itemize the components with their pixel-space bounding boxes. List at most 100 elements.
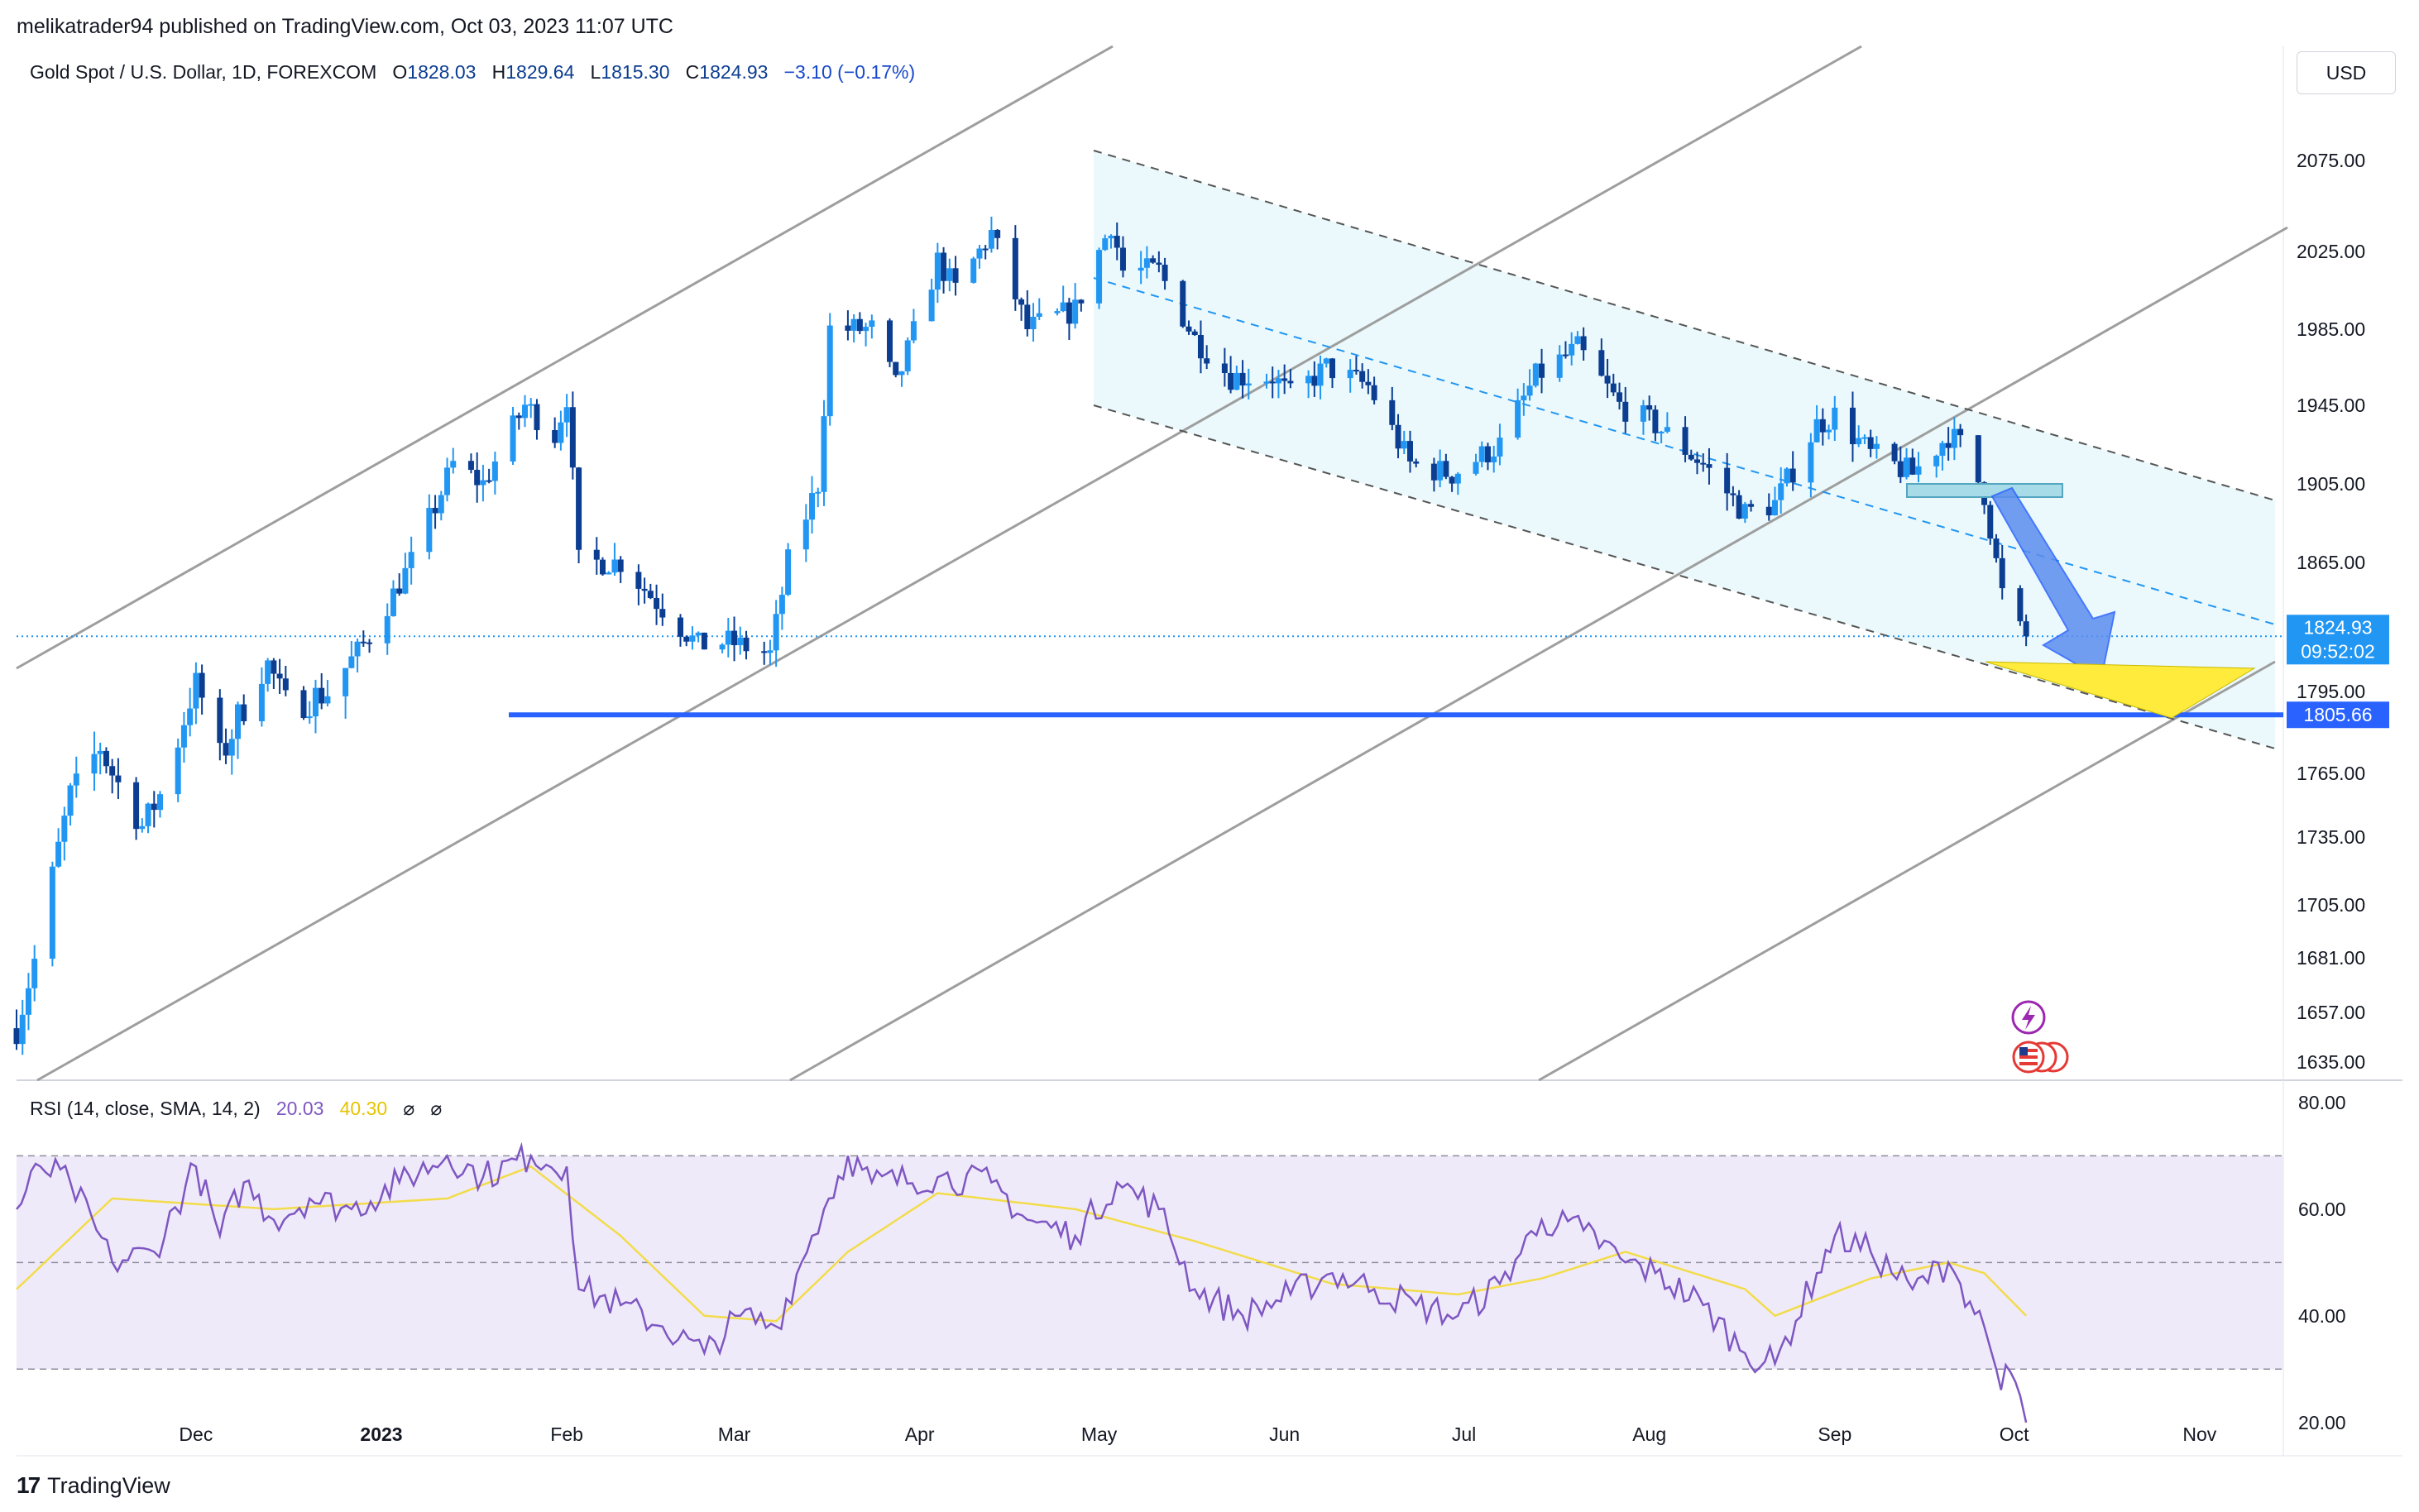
- price-tick-label: 1905.00: [2297, 473, 2365, 495]
- candle: [1784, 467, 1790, 487]
- candle: [1323, 357, 1329, 368]
- ascending-channel-line: [36, 45, 1862, 1082]
- time-axis[interactable]: Dec 2023 Feb Mar Apr May Jun Jul Aug Sep Oct Nov: [179, 1423, 2216, 1445]
- us-flag-icon[interactable]: [2012, 1041, 2069, 1074]
- candle: [988, 216, 994, 253]
- candle: [1706, 447, 1712, 485]
- candle: [856, 312, 863, 335]
- candle: [826, 313, 833, 426]
- time-tick-label: Dec: [179, 1423, 213, 1445]
- candle: [1778, 467, 1784, 514]
- candle: [1030, 303, 1037, 342]
- candle: [1580, 327, 1587, 361]
- candle: [1305, 370, 1312, 399]
- candle: [223, 728, 229, 764]
- candle: [1329, 357, 1336, 389]
- candle: [1281, 364, 1288, 395]
- candle: [1228, 356, 1234, 394]
- candle: [1239, 360, 1246, 399]
- price-tick-label: 1945.00: [2297, 395, 2365, 416]
- candle: [31, 945, 38, 1002]
- candle: [438, 490, 444, 521]
- candle: [312, 679, 319, 734]
- candle: [354, 638, 361, 672]
- candle: [1359, 363, 1366, 389]
- candle: [1437, 449, 1444, 488]
- candle: [659, 593, 666, 626]
- candle: [976, 245, 983, 269]
- change-value: −3.10 (−0.17%): [783, 61, 916, 83]
- candle: [647, 583, 654, 600]
- time-tick-label: Sep: [1818, 1423, 1851, 1445]
- target-zone[interactable]: [1985, 661, 2256, 719]
- candle: [450, 447, 457, 474]
- lightning-icon[interactable]: [2011, 1000, 2046, 1035]
- candle: [432, 495, 438, 529]
- symbol-name[interactable]: Gold Spot / U.S. Dollar, 1D, FOREXCOM: [30, 61, 377, 83]
- descending-channel-upper: [1093, 150, 2276, 501]
- candle: [731, 616, 738, 662]
- candle: [1156, 251, 1162, 273]
- candle: [941, 246, 947, 294]
- candle: [2017, 585, 2024, 626]
- candle: [1317, 355, 1324, 400]
- candle: [1532, 362, 1539, 388]
- rsi-legend[interactable]: RSI (14, close, SMA, 14, 2) 20.03 40.30 …: [30, 1098, 442, 1120]
- brand-logo[interactable]: 17 TradingView: [17, 1472, 170, 1499]
- candle: [1915, 452, 1922, 483]
- candle: [683, 635, 690, 647]
- candle: [276, 658, 283, 695]
- price-tick-label: 1735.00: [2297, 826, 2365, 848]
- candles[interactable]: [13, 216, 2029, 1055]
- candle: [486, 468, 492, 484]
- candle: [850, 313, 857, 343]
- price-tick-label: 1795.00: [2297, 681, 2365, 702]
- candle: [1102, 234, 1109, 251]
- price-axis[interactable]: 2075.00 2025.00 1985.00 1945.00 1905.00 1865.…: [2297, 150, 2365, 1073]
- candle: [228, 729, 235, 775]
- candle: [1401, 430, 1407, 455]
- candle: [1873, 436, 1880, 459]
- candle: [1736, 490, 1742, 519]
- candle: [1617, 382, 1623, 410]
- candle: [133, 777, 140, 840]
- candle: [1951, 417, 1957, 461]
- projection-arrow[interactable]: [1990, 486, 2116, 680]
- rsi-axis[interactable]: 80.00 60.00 40.00 20.00: [2298, 1092, 2346, 1433]
- candle: [1724, 452, 1731, 511]
- candle: [593, 537, 600, 575]
- rsi-label[interactable]: RSI (14, close, SMA, 14, 2): [30, 1098, 261, 1119]
- candle: [1413, 458, 1420, 468]
- time-tick-label: Nov: [2182, 1423, 2216, 1445]
- price-tick-label: 1765.00: [2297, 763, 2365, 784]
- candle: [982, 245, 989, 260]
- candle: [1275, 370, 1281, 399]
- high-value: 1829.64: [505, 61, 575, 83]
- rsi-line[interactable]: [16, 1141, 2028, 1423]
- candle: [1993, 534, 2000, 563]
- resistance-box[interactable]: [1906, 483, 2063, 498]
- candle: [1904, 447, 1910, 480]
- candle: [300, 686, 307, 720]
- symbol-legend[interactable]: Gold Spot / U.S. Dollar, 1D, FOREXCOM O 1…: [30, 61, 915, 84]
- open-label: O: [392, 61, 408, 83]
- candle: [319, 672, 325, 710]
- candle: [1526, 369, 1533, 401]
- tradingview-logo-icon: 17: [17, 1472, 41, 1498]
- candle: [1060, 285, 1066, 313]
- candle: [1515, 388, 1521, 440]
- candle: [611, 543, 618, 577]
- candle: [1096, 247, 1103, 309]
- candle: [778, 586, 785, 630]
- high-label: H: [491, 61, 506, 83]
- currency-button[interactable]: USD: [2297, 51, 2396, 94]
- candle: [480, 464, 486, 502]
- candle: [1604, 358, 1611, 399]
- candle: [887, 318, 893, 367]
- candle: [265, 658, 271, 692]
- candle: [241, 694, 247, 725]
- candle: [910, 309, 917, 344]
- candle: [1652, 405, 1659, 442]
- candle: [767, 639, 774, 665]
